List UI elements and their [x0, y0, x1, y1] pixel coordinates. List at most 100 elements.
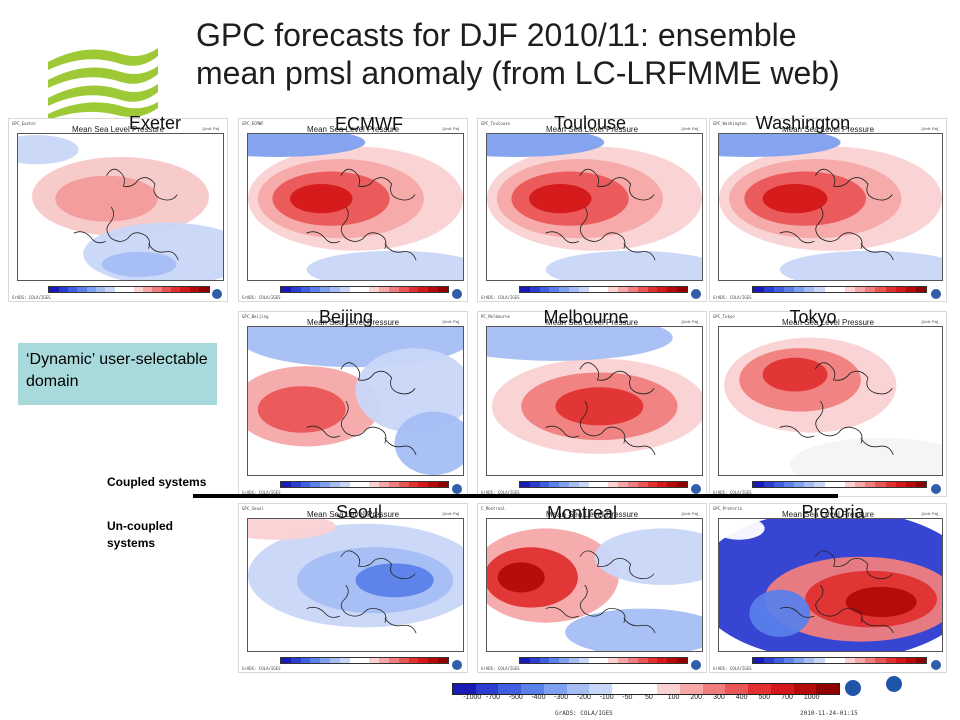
- pmsl-anomaly-map: [486, 133, 703, 281]
- panel-colorbar: [280, 286, 449, 293]
- colorbar-swatch: [96, 287, 106, 292]
- colorbar-swatch: [281, 482, 291, 487]
- uncoupled-systems-label: Un-coupled systems: [107, 519, 173, 550]
- legend-colorbar: [452, 683, 840, 695]
- panel-header: GPC_Exeter: [12, 121, 37, 126]
- forecast-panel-toulouse: GPC_Toulouse Mean Sea Level Pressure [Unit…: [477, 118, 707, 302]
- colorbar-swatch: [895, 482, 906, 487]
- colorbar-swatch: [114, 287, 125, 292]
- anomaly-contour: [555, 387, 644, 426]
- colorbar-swatch: [349, 287, 360, 292]
- legend-ticks: -1000 -700 -500 -400 -300 -200 -100 -50 50 100 200…: [452, 694, 838, 704]
- coastline: [306, 550, 417, 634]
- wmo-emblem-icon: [931, 289, 941, 299]
- colorbar-swatch: [330, 287, 340, 292]
- anomaly-contour: [779, 250, 942, 280]
- colorbar-swatch: [428, 658, 439, 663]
- coastline: [545, 550, 656, 634]
- panel-footer: GrADS: COLA/IGES: [481, 490, 703, 495]
- colorbar-swatch: [339, 658, 350, 663]
- panel-unit: [Unit: Pa]: [681, 126, 698, 131]
- colorbar-swatch: [559, 482, 570, 487]
- panel-header: GPC_Seoul: [242, 506, 264, 511]
- colorbar-swatch: [598, 658, 609, 663]
- colorbar-swatch: [379, 287, 389, 292]
- colorbar-swatch: [824, 482, 835, 487]
- colorbar-swatch: [310, 287, 321, 292]
- legend-tick-label: 500: [758, 694, 771, 701]
- colorbar-swatch: [667, 482, 678, 487]
- colorbar-swatch: [388, 482, 399, 487]
- wmo-emblem-icon: [931, 660, 941, 670]
- colorbar-swatch: [290, 482, 301, 487]
- colorbar-swatch: [142, 287, 153, 292]
- anomaly-contour: [487, 327, 673, 361]
- legend-tick-label: 400: [735, 694, 748, 701]
- colorbar-swatch: [677, 482, 687, 487]
- colorbar-swatch: [359, 482, 370, 487]
- forecast-panel-ecmwf: GPC_ECMWF Mean Sea Level Pressure [Unit: P…: [238, 118, 468, 302]
- colorbar-swatch: [281, 658, 291, 663]
- pmsl-anomaly-map: [486, 518, 703, 652]
- pmsl-anomaly-map: [718, 518, 943, 652]
- colorbar-swatch: [529, 287, 540, 292]
- colorbar-swatch: [657, 658, 668, 663]
- colorbar-swatch: [388, 287, 399, 292]
- panel-map-title: Mean Sea Level Pressure: [306, 125, 400, 134]
- legend-tick-label: 100: [667, 694, 680, 701]
- colorbar-swatch: [105, 287, 115, 292]
- panel-grads-credit: GrADS: COLA/IGES: [713, 490, 752, 495]
- colorbar-swatch: [915, 287, 927, 292]
- colorbar-swatch: [310, 482, 321, 487]
- anomaly-contour: [290, 184, 353, 214]
- panel-map-title: Mean Sea Level Pressure: [781, 510, 875, 519]
- anomaly-contour: [257, 386, 346, 433]
- legend-swatch: [748, 684, 771, 694]
- panel-map-title: Mean Sea Level Pressure: [306, 510, 400, 519]
- legend-tick-label: -1000: [463, 694, 482, 701]
- colorbar-swatch: [281, 287, 291, 292]
- colorbar-swatch: [885, 658, 896, 663]
- colorbar-swatch: [520, 658, 530, 663]
- colorbar-swatch: [865, 482, 876, 487]
- lead-centre-emblem-icon: [886, 676, 902, 692]
- panel-map-title: Mean Sea Level Pressure: [781, 318, 875, 327]
- panel-grads-credit: GrADS: COLA/IGES: [713, 666, 752, 671]
- legend-tick-label: -700: [486, 694, 501, 701]
- panel-map-title: Mean Sea Level Pressure: [545, 318, 639, 327]
- anomaly-contour: [497, 562, 545, 593]
- legend-swatch: [498, 684, 522, 694]
- colorbar-swatch: [408, 482, 419, 487]
- colorbar-swatch: [588, 287, 599, 292]
- legend-swatch: [725, 684, 749, 694]
- colorbar-swatch: [657, 287, 668, 292]
- coastline: [779, 168, 894, 261]
- colorbar-swatch: [349, 482, 360, 487]
- model-label-toulouse: Toulouse: [553, 113, 627, 133]
- colorbar-swatch: [330, 658, 340, 663]
- colorbar-swatch: [300, 658, 311, 663]
- legend-tick-label: 300: [713, 694, 725, 701]
- panel-grads-credit: GrADS: COLA/IGES: [242, 666, 281, 671]
- colorbar-swatch: [438, 287, 448, 292]
- anomaly-contour: [248, 519, 336, 540]
- anomaly-contour: [18, 135, 79, 165]
- colorbar-swatch: [834, 287, 845, 292]
- colorbar-swatch: [844, 287, 856, 292]
- colorbar-swatch: [359, 287, 370, 292]
- colorbar-swatch: [667, 287, 678, 292]
- pmsl-anomaly-map: [247, 133, 464, 281]
- colorbar-swatch: [763, 658, 774, 663]
- panel-header: GPC_Tokyo: [713, 314, 735, 319]
- colorbar-swatch: [657, 482, 668, 487]
- colorbar-swatch: [124, 287, 134, 292]
- panel-colorbar: [48, 286, 210, 293]
- colorbar-swatch: [804, 482, 815, 487]
- colorbar-swatch: [320, 482, 331, 487]
- colorbar-swatch: [418, 658, 429, 663]
- colorbar-swatch: [783, 482, 795, 487]
- colorbar-swatch: [627, 658, 638, 663]
- legend-tick-label: -100: [599, 694, 614, 701]
- colorbar-swatch: [549, 287, 560, 292]
- colorbar-swatch: [598, 482, 609, 487]
